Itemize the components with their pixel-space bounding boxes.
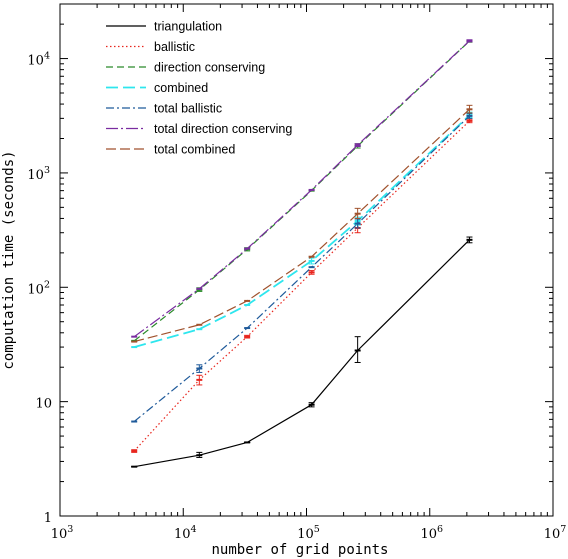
series-line bbox=[133, 115, 470, 422]
series-line bbox=[133, 114, 471, 348]
tick-labels: 103 104 105 106 107 1 10 102 103 104 bbox=[27, 51, 566, 542]
legend-label: combined bbox=[154, 81, 208, 95]
legend: triangulation ballistic direction conservi… bbox=[106, 20, 292, 157]
legend-item: direction conserving bbox=[106, 61, 265, 75]
legend-item: total ballistic bbox=[106, 102, 222, 116]
x-tick-label: 106 bbox=[420, 524, 443, 542]
series-line bbox=[133, 40, 470, 338]
y-tick-label: 104 bbox=[27, 51, 50, 69]
series-ballistic bbox=[131, 118, 473, 453]
legend-label: ballistic bbox=[154, 40, 195, 54]
legend-label: total direction conserving bbox=[154, 122, 292, 136]
legend-item: total direction conserving bbox=[106, 122, 292, 136]
x-axis-label: number of grid points bbox=[211, 542, 388, 558]
legend-label: direction conserving bbox=[154, 61, 265, 75]
plot-frame bbox=[59, 3, 554, 517]
series-layer bbox=[131, 39, 473, 468]
axis-ticks bbox=[59, 3, 553, 517]
y-tick-label: 103 bbox=[27, 165, 50, 183]
series-line bbox=[133, 120, 470, 452]
series-line bbox=[134, 108, 470, 343]
series-triangulation bbox=[131, 236, 473, 468]
series-total-direction-conserving bbox=[131, 39, 473, 338]
x-tick-label: 103 bbox=[51, 524, 74, 542]
legend-label: total ballistic bbox=[154, 102, 222, 116]
y-tick-label: 10 bbox=[35, 397, 52, 412]
legend-label: total combined bbox=[154, 143, 235, 157]
series-total-combined bbox=[131, 104, 473, 343]
legend-item: triangulation bbox=[106, 20, 222, 34]
y-axis-label: computation time (seconds) bbox=[1, 150, 17, 369]
legend-item: ballistic bbox=[106, 40, 195, 54]
x-tick-label: 105 bbox=[297, 524, 320, 542]
legend-item: total combined bbox=[106, 143, 235, 157]
y-tick-label: 102 bbox=[27, 279, 50, 297]
legend-label: triangulation bbox=[154, 20, 222, 34]
legend-item: combined bbox=[106, 81, 208, 95]
y-tick-label: 1 bbox=[44, 511, 52, 526]
series-total-ballistic bbox=[131, 113, 473, 423]
x-tick-label: 107 bbox=[544, 524, 567, 542]
x-tick-label: 104 bbox=[174, 524, 197, 542]
series-line bbox=[134, 239, 470, 468]
